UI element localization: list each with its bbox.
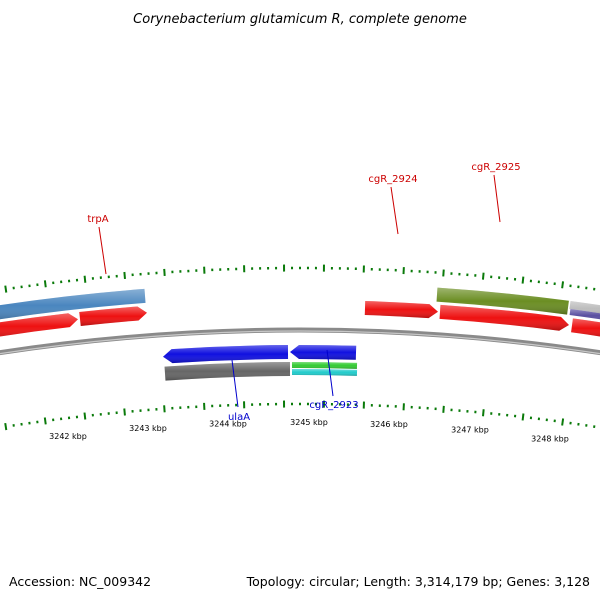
tick-label-3242: 3242 kbp bbox=[49, 432, 87, 441]
tick-label-3248: 3248 kbp bbox=[531, 434, 569, 443]
gene-label-cgR_2923: cgR_2923 bbox=[309, 400, 358, 411]
feature-cgR_2924-cds-shade bbox=[364, 301, 438, 319]
genome-backbone bbox=[0, 327, 600, 356]
accession-label: Accession: NC_009342 bbox=[9, 574, 151, 589]
leader-line-trpA bbox=[98, 226, 107, 275]
inner-tick bbox=[43, 417, 47, 425]
tick-label-3247: 3247 kbp bbox=[451, 426, 489, 435]
outer-tick bbox=[83, 275, 87, 283]
feature-cgR_2923-cds-shade bbox=[290, 344, 357, 360]
map-title: Corynebacterium glutamicum R, complete g… bbox=[133, 12, 467, 27]
outer-tick bbox=[4, 285, 8, 293]
tick-label-3243: 3243 kbp bbox=[129, 424, 167, 433]
feature-ulaA-cds-shade bbox=[163, 345, 289, 364]
gene-label-cgR_2924: cgR_2924 bbox=[368, 174, 417, 185]
feature-trpA-cds-shade bbox=[0, 313, 78, 337]
gene-label-trpA: trpA bbox=[87, 214, 108, 225]
tick-labels: 3242 kbp 3243 kbp 3244 kbp 3245 kbp 3246… bbox=[49, 418, 569, 443]
feature-cgR_2926-cog-shade bbox=[569, 300, 600, 314]
leader-line-cgR_2925 bbox=[493, 174, 501, 223]
outer-tick bbox=[521, 276, 525, 284]
feature-trpB-cds-shade bbox=[79, 306, 147, 326]
feature-cgR_2925-cds-shade bbox=[439, 304, 569, 331]
leader-line-cgR_2923 bbox=[326, 349, 334, 397]
tick-label-3246: 3246 kbp bbox=[370, 420, 408, 429]
leader-line-ulaA bbox=[231, 359, 239, 408]
tick-label-3244: 3244 kbp bbox=[209, 419, 247, 428]
feature-trpA-cog-shade bbox=[0, 288, 146, 320]
genome-summary: Topology: circular; Length: 3,314,179 bp… bbox=[246, 574, 590, 589]
inner-tick bbox=[521, 413, 525, 421]
tick-label-3245: 3245 kbp bbox=[290, 418, 328, 427]
feature-cgR_2926-cds-shade bbox=[571, 318, 600, 337]
feature-cgR_2923-cog-cyan-shade bbox=[291, 369, 358, 376]
tick-ring bbox=[4, 264, 596, 431]
backbone-highlight bbox=[0, 330, 600, 355]
gene-label-ulaA: ulaA bbox=[228, 412, 250, 423]
outer-tick bbox=[561, 281, 565, 289]
feature-cgR_2925-cog-shade bbox=[436, 287, 569, 315]
outer-tick bbox=[123, 271, 126, 280]
backbone-arc bbox=[0, 327, 600, 356]
gene-labels: trpA cgR_2924 cgR_2925 ulaA cgR_2923 bbox=[87, 162, 520, 423]
gene-label-cgR_2925: cgR_2925 bbox=[471, 162, 520, 173]
inner-tick bbox=[83, 412, 87, 420]
inner-tick bbox=[4, 422, 8, 431]
feature-cgR_2923-cog-green-shade bbox=[291, 361, 358, 369]
outer-tick bbox=[43, 280, 47, 288]
leader-line-cgR_2924 bbox=[390, 186, 399, 235]
inner-tick bbox=[123, 408, 126, 416]
feature-tracks bbox=[0, 287, 600, 381]
feature-cgR_2926-cog-b-shade bbox=[569, 309, 600, 320]
inner-tick bbox=[561, 418, 565, 426]
outer-tick bbox=[481, 272, 485, 280]
inner-tick bbox=[442, 405, 445, 413]
inner-tick bbox=[482, 409, 485, 417]
feature-ulaA-cog-shade bbox=[164, 362, 291, 381]
